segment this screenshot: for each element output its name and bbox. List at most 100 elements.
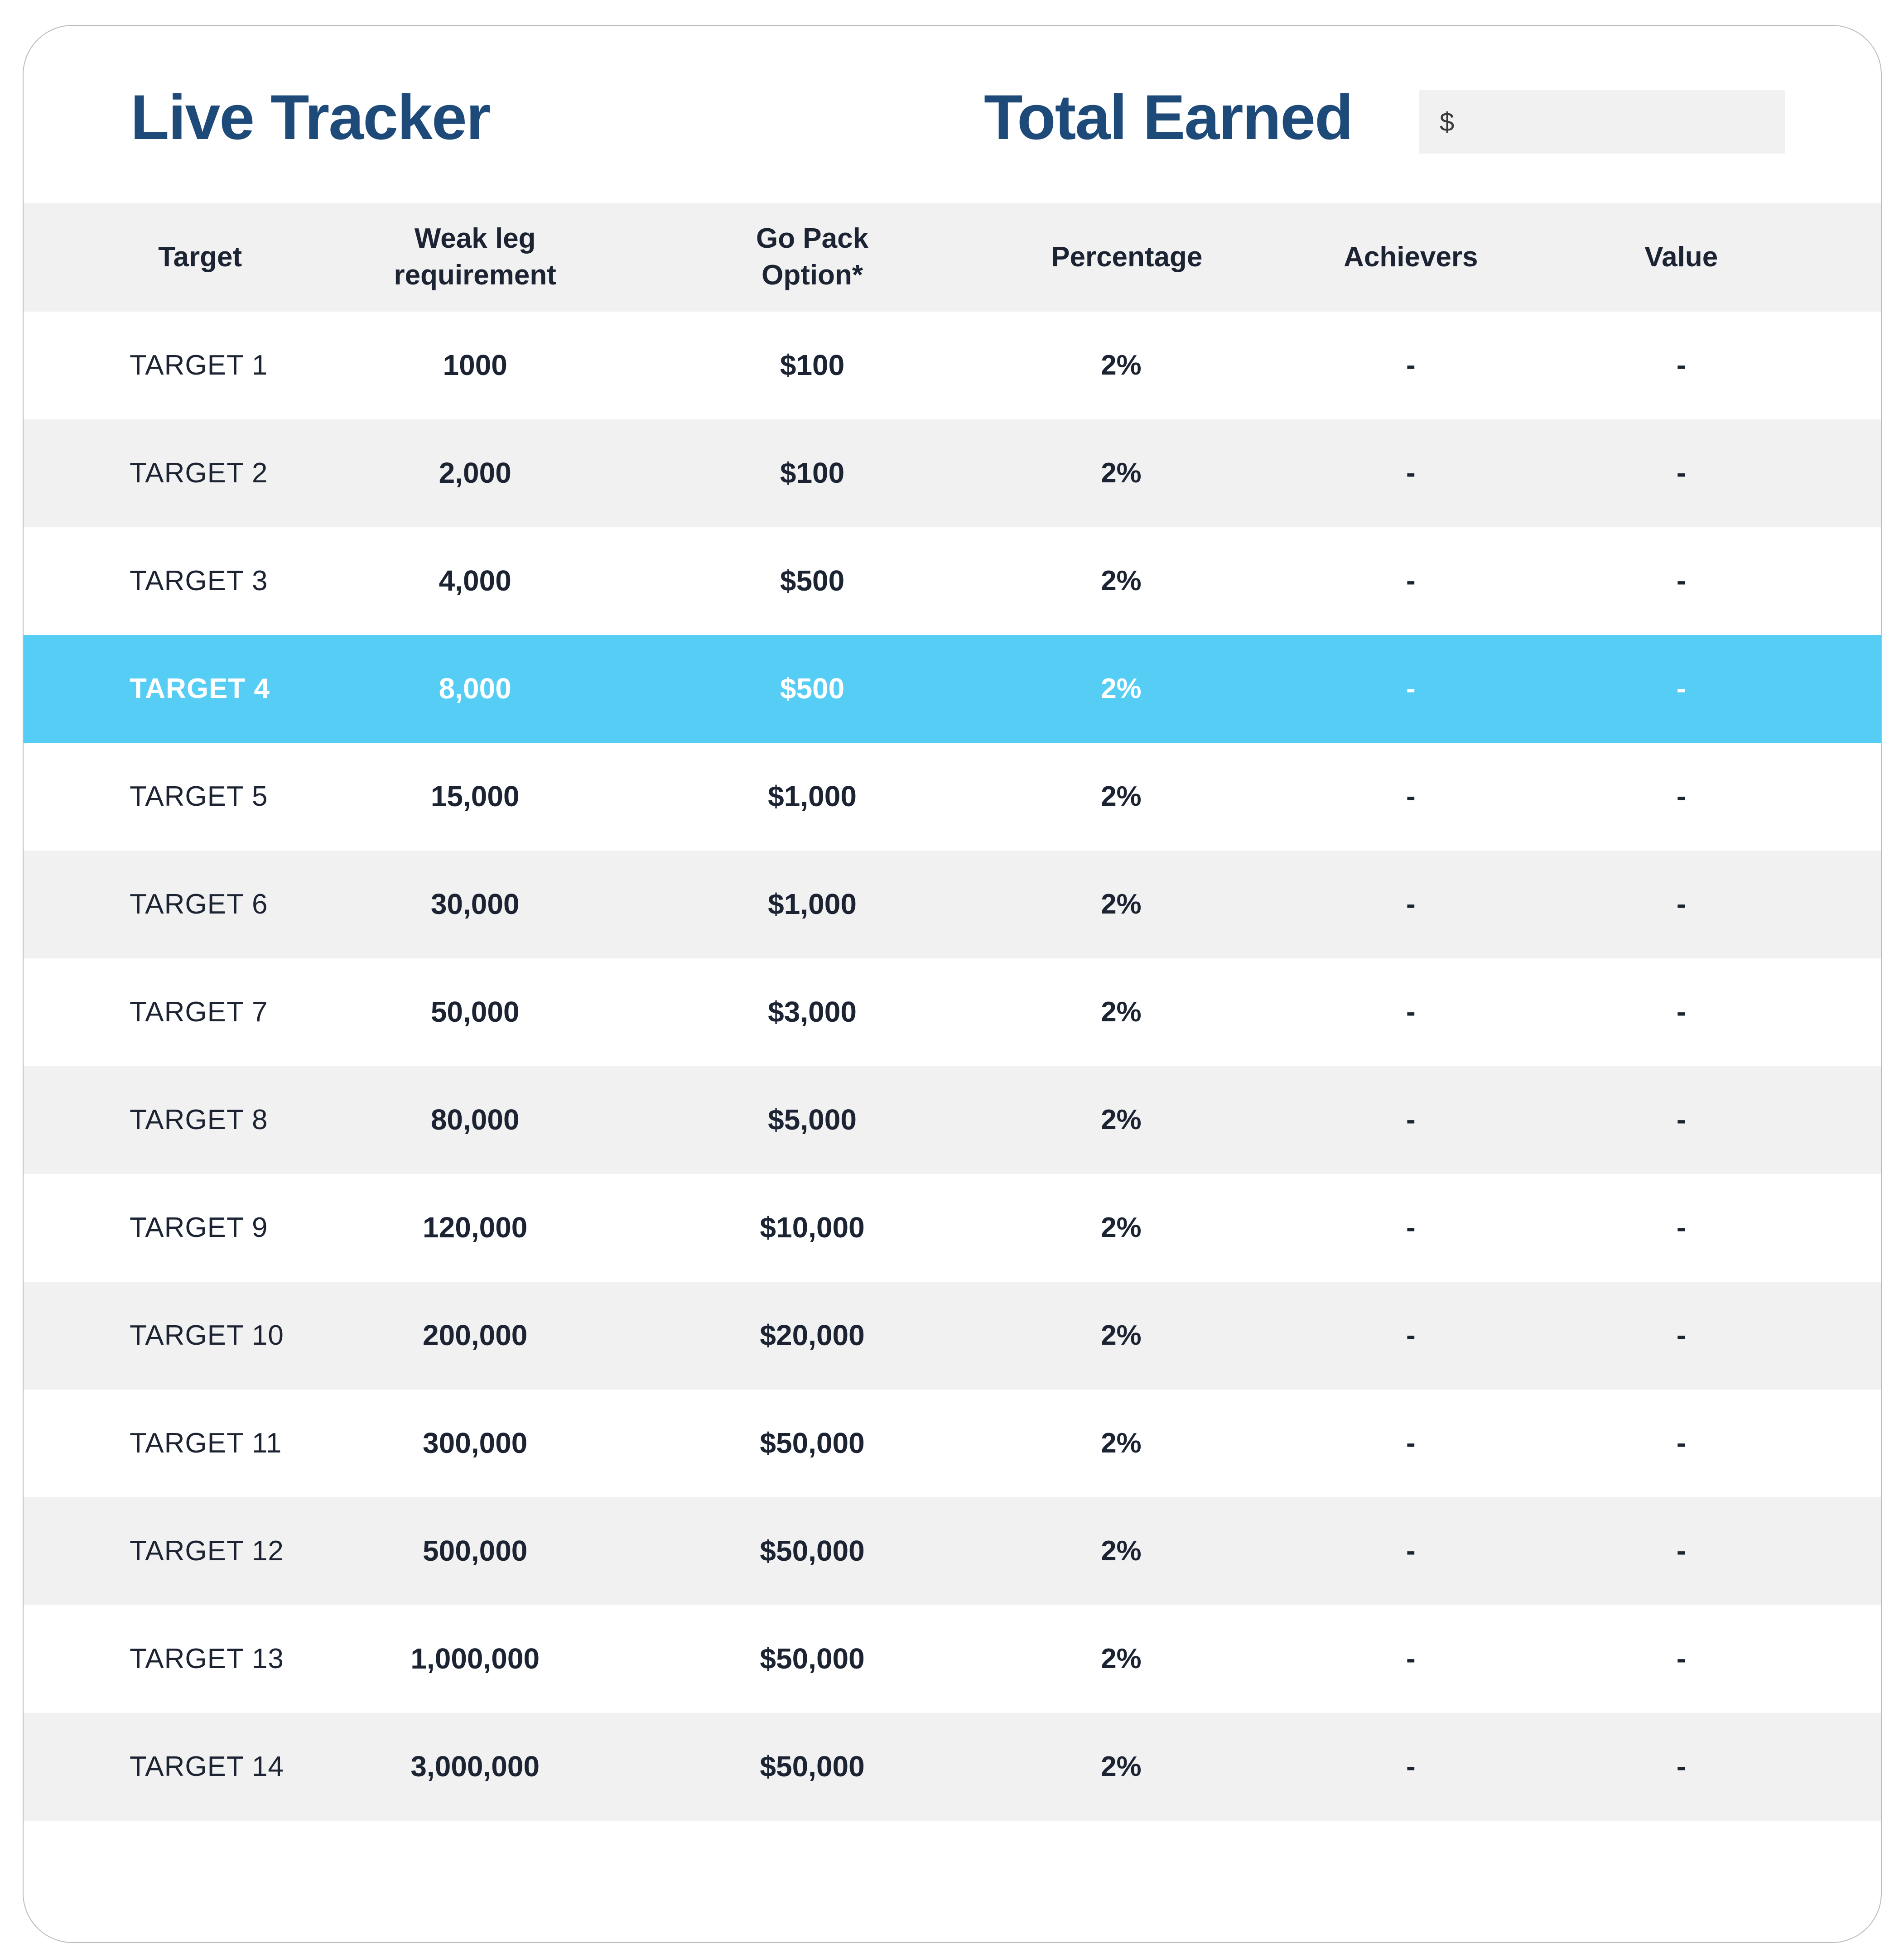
cell-achievers: - xyxy=(1406,1427,1416,1459)
cell-achievers: - xyxy=(1406,996,1416,1028)
cell-target: TARGET 10 xyxy=(130,1319,284,1351)
cell-percentage: 2% xyxy=(1101,457,1142,489)
cell-weak-leg-requirement: 30,000 xyxy=(430,888,520,921)
cell-achievers: - xyxy=(1406,1104,1416,1135)
cell-weak-leg-requirement: 500,000 xyxy=(423,1534,528,1568)
cell-weak-leg-requirement: 80,000 xyxy=(430,1103,520,1136)
cell-target: TARGET 5 xyxy=(130,780,268,812)
live-tracker-card: Live Tracker Total Earned $ Target Weak … xyxy=(23,25,1882,1943)
cell-weak-leg-requirement: 1000 xyxy=(443,349,507,382)
total-earned-input[interactable] xyxy=(1465,90,1785,154)
cell-target: TARGET 2 xyxy=(130,457,268,489)
cell-percentage: 2% xyxy=(1101,673,1142,704)
cell-value: - xyxy=(1676,1319,1686,1351)
table-row: TARGET 14 3,000,000 $50,000 2% - - xyxy=(24,1713,1881,1821)
cell-weak-leg-requirement: 8,000 xyxy=(439,672,511,705)
cell-target: TARGET 8 xyxy=(130,1104,268,1135)
column-header-target-label: Target xyxy=(158,241,242,273)
cell-target: TARGET 1 xyxy=(130,349,268,381)
total-earned-box: $ xyxy=(1419,90,1785,154)
cell-value: - xyxy=(1676,1643,1686,1674)
cell-achievers: - xyxy=(1406,1751,1416,1782)
cell-go-pack-option: $50,000 xyxy=(760,1642,865,1675)
cell-achievers: - xyxy=(1406,349,1416,381)
cell-weak-leg-requirement: 50,000 xyxy=(430,996,520,1029)
cell-weak-leg-requirement: 4,000 xyxy=(439,564,511,597)
column-header-weak-leg-requirement: Weak leg requirement xyxy=(376,221,574,293)
cell-achievers: - xyxy=(1406,565,1416,596)
cell-value: - xyxy=(1676,349,1686,381)
table-row: TARGET 9 120,000 $10,000 2% - - xyxy=(24,1174,1881,1282)
cell-go-pack-option: $10,000 xyxy=(760,1211,865,1244)
cell-percentage: 2% xyxy=(1101,1104,1142,1135)
table-row: TARGET 6 30,000 $1,000 2% - - xyxy=(24,851,1881,958)
table-row: TARGET 5 15,000 $1,000 2% - - xyxy=(24,743,1881,851)
cell-achievers: - xyxy=(1406,1212,1416,1243)
cell-achievers: - xyxy=(1406,673,1416,704)
cell-weak-leg-requirement: 3,000,000 xyxy=(410,1750,540,1783)
column-header-percentage: Percentage xyxy=(1051,239,1202,276)
cell-value: - xyxy=(1676,1535,1686,1567)
cell-value: - xyxy=(1676,780,1686,812)
cell-go-pack-option: $50,000 xyxy=(760,1750,865,1783)
cell-weak-leg-requirement: 300,000 xyxy=(423,1427,528,1460)
cell-value: - xyxy=(1676,996,1686,1028)
cell-target: TARGET 7 xyxy=(130,996,268,1028)
table-row-highlighted: TARGET 4 8,000 $500 2% - - xyxy=(24,635,1881,743)
column-header-go-pack-option: Go Pack Option* xyxy=(574,221,1051,293)
column-header-achievers: Achievers xyxy=(1191,239,1630,276)
table-row: TARGET 1 1000 $100 2% - - xyxy=(24,312,1881,419)
cell-value: - xyxy=(1676,1751,1686,1782)
cell-percentage: 2% xyxy=(1101,1319,1142,1351)
cell-target: TARGET 4 xyxy=(130,673,270,704)
table-row: TARGET 8 80,000 $5,000 2% - - xyxy=(24,1066,1881,1174)
cell-achievers: - xyxy=(1406,457,1416,489)
cell-go-pack-option: $500 xyxy=(780,672,845,705)
cell-percentage: 2% xyxy=(1101,1643,1142,1674)
cell-target: TARGET 13 xyxy=(130,1643,284,1674)
cell-achievers: - xyxy=(1406,1535,1416,1567)
cell-go-pack-option: $50,000 xyxy=(760,1427,865,1460)
table-header-row: Target Weak leg requirement Go Pack Opti… xyxy=(24,203,1881,312)
table-row: TARGET 3 4,000 $500 2% - - xyxy=(24,527,1881,635)
currency-prefix: $ xyxy=(1440,107,1455,137)
cell-achievers: - xyxy=(1406,780,1416,812)
cell-percentage: 2% xyxy=(1101,1427,1142,1459)
column-header-target: Target xyxy=(24,239,376,276)
column-header-percentage-label: Percentage xyxy=(1051,241,1203,273)
cell-percentage: 2% xyxy=(1101,780,1142,812)
cell-percentage: 2% xyxy=(1101,349,1142,381)
cell-value: - xyxy=(1676,1427,1686,1459)
table-row: TARGET 12 500,000 $50,000 2% - - xyxy=(24,1497,1881,1605)
total-earned-label: Total Earned xyxy=(984,82,1354,153)
table-row: TARGET 10 200,000 $20,000 2% - - xyxy=(24,1282,1881,1390)
cell-achievers: - xyxy=(1406,1319,1416,1351)
column-header-value-label: Value xyxy=(1644,241,1718,273)
column-header-weak-leg-label: Weak leg requirement xyxy=(394,223,556,291)
cell-value: - xyxy=(1676,565,1686,596)
cell-value: - xyxy=(1676,457,1686,489)
cell-percentage: 2% xyxy=(1101,565,1142,596)
cell-go-pack-option: $500 xyxy=(780,564,845,597)
cell-go-pack-option: $50,000 xyxy=(760,1534,865,1568)
cell-achievers: - xyxy=(1406,1643,1416,1674)
cell-weak-leg-requirement: 2,000 xyxy=(439,457,511,490)
table-row: TARGET 13 1,000,000 $50,000 2% - - xyxy=(24,1605,1881,1713)
cell-weak-leg-requirement: 120,000 xyxy=(423,1211,528,1244)
cell-go-pack-option: $100 xyxy=(780,457,845,490)
cell-percentage: 2% xyxy=(1101,1535,1142,1567)
cell-go-pack-option: $5,000 xyxy=(768,1103,857,1136)
cell-percentage: 2% xyxy=(1101,888,1142,920)
cell-go-pack-option: $1,000 xyxy=(768,780,857,813)
cell-achievers: - xyxy=(1406,888,1416,920)
column-header-achievers-label: Achievers xyxy=(1344,241,1478,273)
targets-table: Target Weak leg requirement Go Pack Opti… xyxy=(24,203,1881,1821)
cell-value: - xyxy=(1676,888,1686,920)
page-title: Live Tracker xyxy=(130,82,491,153)
table-row: TARGET 7 50,000 $3,000 2% - - xyxy=(24,958,1881,1066)
cell-go-pack-option: $1,000 xyxy=(768,888,857,921)
cell-percentage: 2% xyxy=(1101,1751,1142,1782)
column-header-value: Value xyxy=(1630,239,1732,276)
cell-target: TARGET 12 xyxy=(130,1535,284,1567)
cell-go-pack-option: $3,000 xyxy=(768,996,857,1029)
